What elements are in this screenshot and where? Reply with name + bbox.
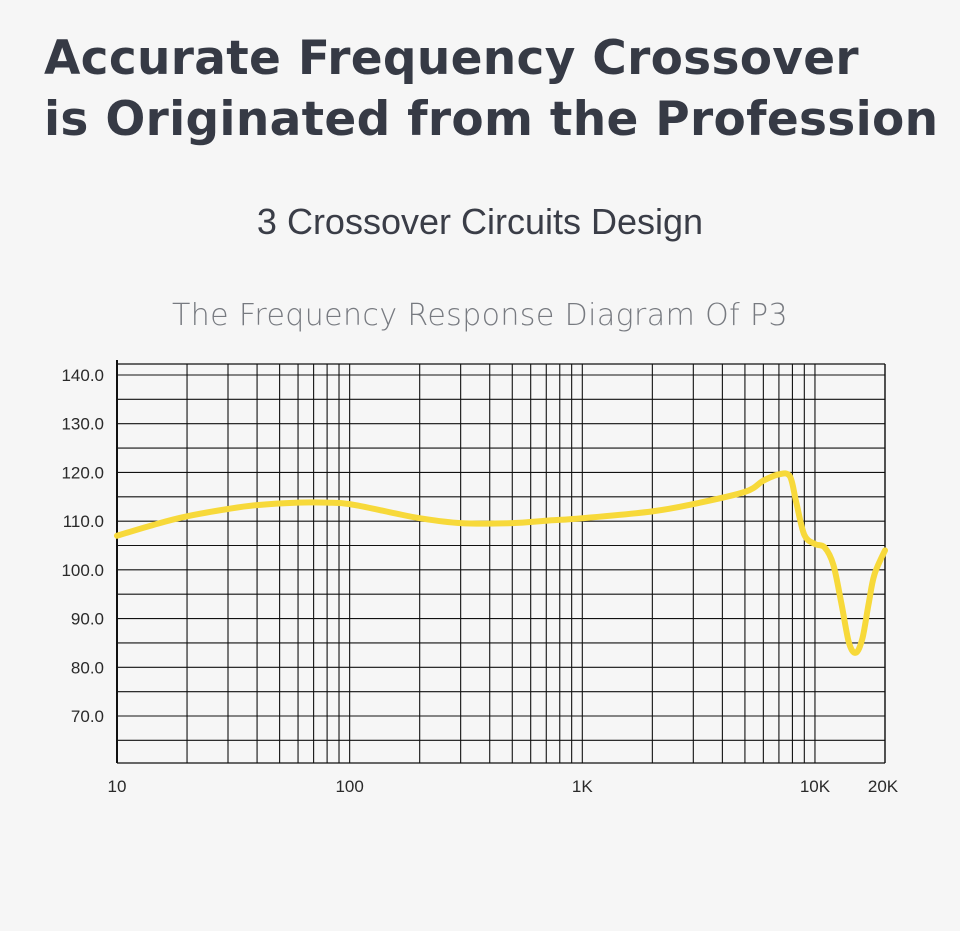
x-tick-label: 10K xyxy=(800,777,831,796)
series-layer xyxy=(114,470,888,656)
x-tick-label: 1K xyxy=(572,777,593,796)
y-tick-label: 110.0 xyxy=(63,512,104,531)
x-tick-label: 100 xyxy=(335,777,363,796)
headline-line-2: is Originated from the Profession xyxy=(44,92,939,147)
y-tick-label: 140.0 xyxy=(61,366,104,385)
y-tick-label: 100.0 xyxy=(61,561,104,580)
y-tick-label: 120.0 xyxy=(61,463,104,482)
chart-title: The Frequency Response Diagram Of P3 xyxy=(171,298,789,333)
subtitle: 3 Crossover Circuits Design xyxy=(256,201,704,242)
headline: Accurate Frequency Crossover is Originat… xyxy=(44,28,938,150)
x-tick-label: 20K xyxy=(868,777,899,796)
chart-grid xyxy=(116,360,886,764)
y-tick-label: 70.0 xyxy=(71,707,104,726)
series-line xyxy=(114,470,888,656)
y-tick-label: 130.0 xyxy=(61,415,104,434)
y-tick-label: 80.0 xyxy=(71,658,104,677)
y-axis-ticks: 140.0 130.0 120.0 110.0 100.0 90.0 80.0 70.0 xyxy=(61,366,104,726)
x-tick-label: 10 xyxy=(108,777,127,796)
x-axis-ticks: 10 100 1K 10K 20K xyxy=(108,777,899,796)
headline-line-1: Accurate Frequency Crossover xyxy=(44,31,859,86)
y-tick-label: 90.0 xyxy=(71,610,104,629)
